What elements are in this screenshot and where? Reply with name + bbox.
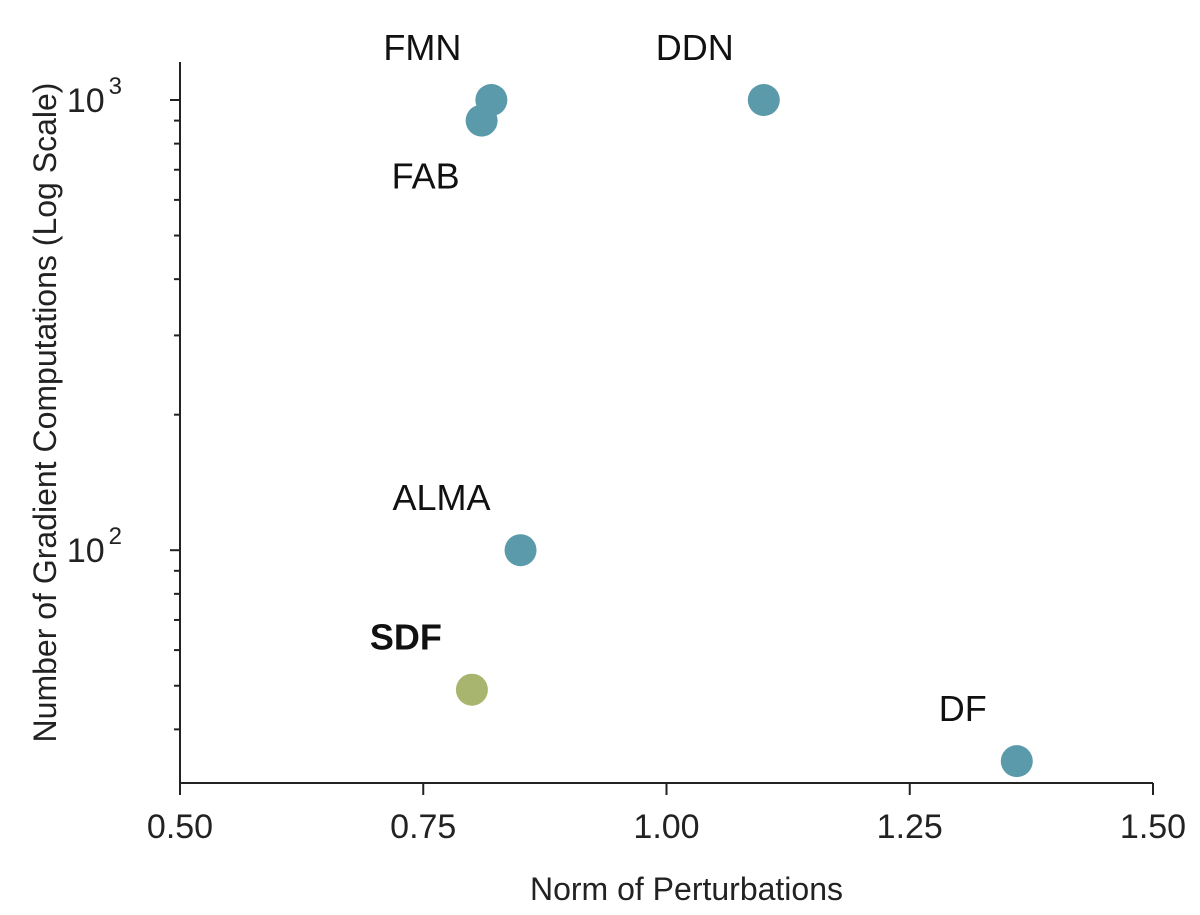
point-label-fmn: FMN [383,27,461,68]
scatter-point-df [1000,745,1033,778]
data-points: FMN FAB DDN ALMA SDF DF [370,27,1033,778]
y-tick-exponent: 3 [109,73,122,100]
x-tick-label: 0.75 [390,808,456,846]
x-tick-label: 0.50 [147,808,213,846]
y-axis-title: Number of Gradient Computations (Log Sca… [27,83,63,743]
scatter-point-fab [465,104,498,137]
x-axis-title: Norm of Perturbations [530,871,843,907]
y-tick-label: 10 3 [67,73,122,120]
point-label-alma: ALMA [393,477,491,518]
scatter-point-ddn [747,84,780,116]
scatter-point-sdf [455,673,488,706]
y-tick-base: 10 [67,532,105,570]
point-label-sdf: SDF [370,617,442,658]
x-ticks: 0.50 0.75 1.00 1.25 1.50 [147,783,1186,846]
scatter-point-alma [504,534,537,567]
y-tick-label: 10 2 [67,523,122,570]
y-tick-exponent: 2 [109,523,122,550]
x-tick-label: 1.25 [877,808,943,846]
x-tick-label: 1.00 [633,808,699,846]
point-label-ddn: DDN [656,27,734,68]
y-tick-base: 10 [67,82,105,120]
point-label-df: DF [939,688,987,729]
point-label-fab: FAB [392,156,460,197]
x-tick-label: 1.50 [1120,808,1186,846]
